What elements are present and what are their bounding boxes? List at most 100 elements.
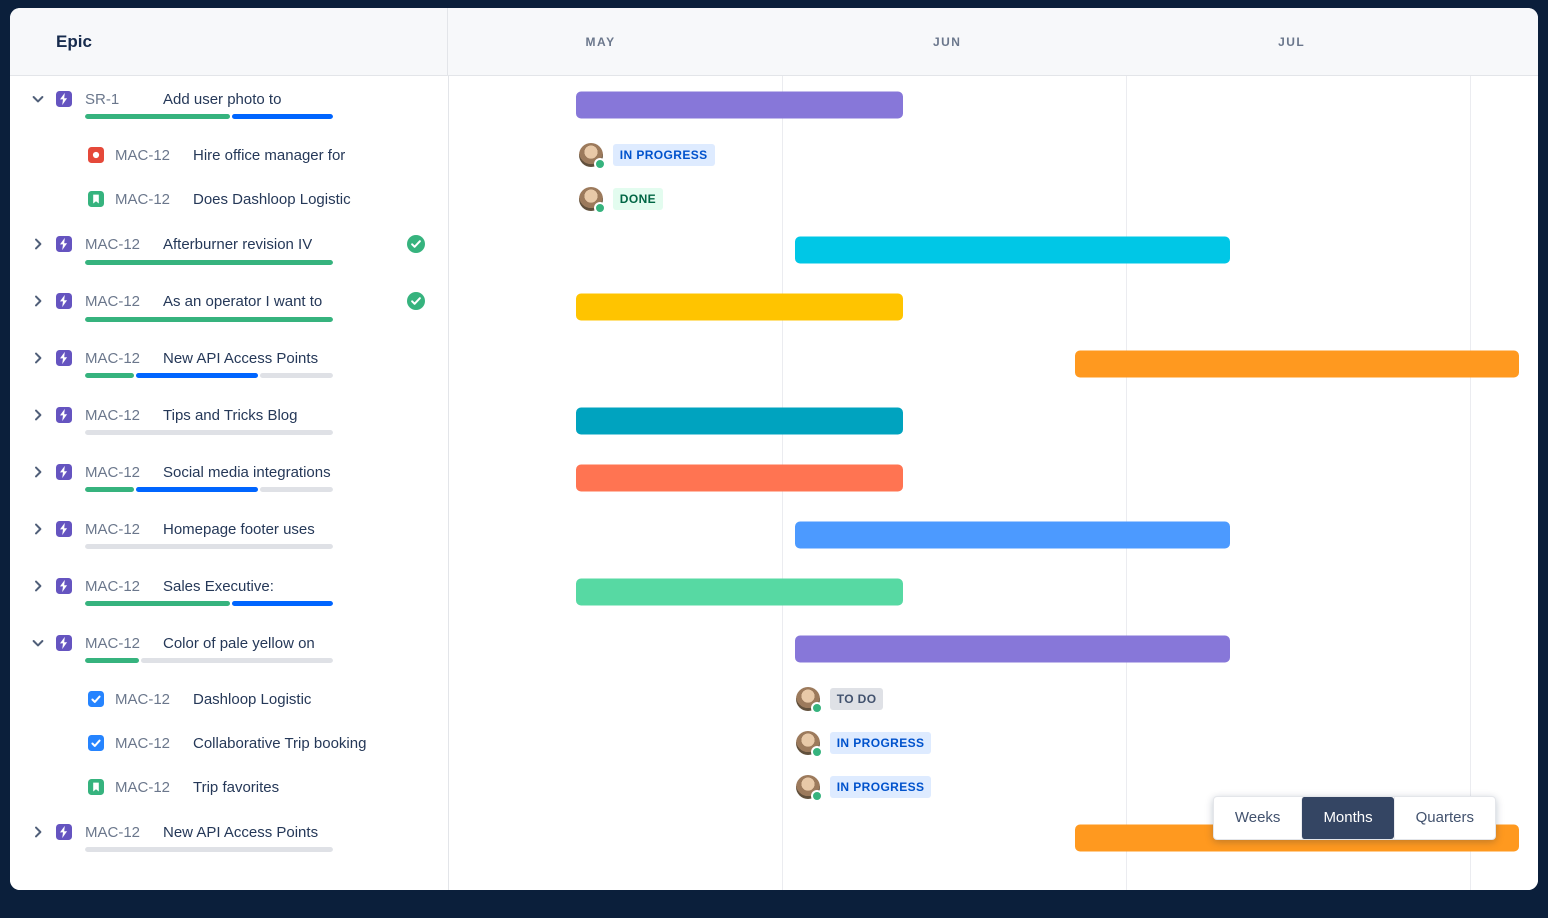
epic-row[interactable]: MAC-12 Color of pale yellow on	[10, 620, 1538, 677]
timeline-bar[interactable]	[794, 521, 1230, 548]
issue-key[interactable]: MAC-12	[85, 349, 141, 367]
epic-row[interactable]: MAC-12 Afterburner revision IV	[10, 221, 1538, 278]
chevron-right-icon[interactable]	[30, 578, 46, 594]
issue-title[interactable]: Collaborative Trip booking	[193, 734, 367, 752]
issue-key[interactable]: MAC-12	[85, 634, 141, 652]
status-badge[interactable]: IN PROGRESS	[829, 732, 932, 754]
chevron-down-icon[interactable]	[30, 91, 46, 107]
chevron-right-icon[interactable]	[30, 464, 46, 480]
epic-row[interactable]: MAC-12 Homepage footer uses	[10, 506, 1538, 563]
issue-title[interactable]: Does Dashloop Logistic	[193, 190, 351, 208]
epic-progress-bar	[85, 543, 333, 549]
assignee-status-group: DONE	[578, 187, 664, 214]
timeline-bar[interactable]	[794, 236, 1230, 263]
row-label-cell: MAC-12 Color of pale yellow on	[10, 620, 448, 677]
epic-row[interactable]: MAC-12 Sales Executive:	[10, 563, 1538, 620]
issue-title[interactable]: Color of pale yellow on	[163, 634, 315, 652]
status-badge[interactable]: DONE	[612, 188, 664, 210]
issue-key[interactable]: MAC-12	[115, 734, 171, 752]
chevron-right-icon[interactable]	[30, 293, 46, 309]
epic-progress-bar	[85, 657, 333, 663]
issue-key[interactable]: MAC-12	[85, 406, 141, 424]
timescale-quarters-button[interactable]: Quarters	[1393, 797, 1495, 839]
issue-title[interactable]: Social media integrations	[163, 463, 331, 481]
epic-row[interactable]: MAC-12 Tips and Tricks Blog	[10, 392, 1538, 449]
timeline-cell	[448, 449, 1538, 506]
issue-title[interactable]: Tips and Tricks Blog	[163, 406, 298, 424]
issue-title[interactable]: As an operator I want to	[163, 292, 323, 310]
assignee-avatar[interactable]	[578, 187, 606, 214]
status-badge[interactable]: IN PROGRESS	[829, 776, 932, 798]
assignee-avatar[interactable]	[578, 143, 606, 170]
chevron-right-icon[interactable]	[30, 236, 46, 252]
assignee-status-group: IN PROGRESS	[795, 775, 932, 802]
issue-key[interactable]: MAC-12	[115, 778, 171, 796]
issue-key[interactable]: MAC-12	[85, 292, 141, 310]
issue-key[interactable]: MAC-12	[115, 190, 171, 208]
timeline-bar[interactable]	[575, 91, 903, 118]
timeline-cell	[448, 620, 1538, 677]
chevron-right-icon[interactable]	[30, 521, 46, 537]
epic-issue-icon	[56, 350, 72, 366]
timescale-weeks-button[interactable]: Weeks	[1214, 797, 1302, 839]
assignee-status-group: IN PROGRESS	[795, 731, 932, 758]
row-label-cell: MAC-12 Trip favorites	[10, 765, 448, 809]
row-label-cell: MAC-12 Hire office manager for	[10, 133, 448, 177]
completed-check-icon	[406, 291, 426, 311]
chevron-down-icon[interactable]	[30, 635, 46, 651]
child-issue-row[interactable]: MAC-12 Dashloop Logistic TO DO	[10, 677, 1538, 721]
issue-title[interactable]: Homepage footer uses	[163, 520, 315, 538]
epic-row[interactable]: MAC-12 New API Access Points	[10, 335, 1538, 392]
issue-title[interactable]: Afterburner revision IV	[163, 235, 313, 253]
row-label-cell: MAC-12 Does Dashloop Logistic	[10, 177, 448, 221]
issue-key[interactable]: MAC-12	[115, 690, 171, 708]
timescale-months-button[interactable]: Months	[1301, 797, 1394, 839]
assignee-avatar[interactable]	[795, 775, 823, 802]
timeline-bar[interactable]	[1074, 350, 1520, 377]
progress-segment	[85, 486, 134, 492]
issue-title[interactable]: Hire office manager for	[193, 146, 346, 164]
assignee-avatar[interactable]	[795, 731, 823, 758]
issue-title[interactable]: Add user photo to	[163, 90, 282, 108]
issue-key[interactable]: MAC-12	[115, 146, 171, 164]
chevron-right-icon[interactable]	[30, 407, 46, 423]
assignee-status-group: TO DO	[795, 687, 884, 714]
progress-segment	[85, 372, 134, 378]
issue-title[interactable]: Trip favorites	[193, 778, 280, 796]
task-issue-icon	[88, 691, 104, 707]
epic-row[interactable]: MAC-12 Social media integrations	[10, 449, 1538, 506]
timeline-bar[interactable]	[575, 293, 903, 320]
issue-key[interactable]: MAC-12	[85, 823, 141, 841]
issue-title[interactable]: Dashloop Logistic	[193, 690, 312, 708]
child-issue-row[interactable]: MAC-12 Collaborative Trip booking IN PROGR…	[10, 721, 1538, 765]
child-issue-row[interactable]: MAC-12 Trip favorites IN PROGRESS	[10, 765, 1538, 809]
issue-key[interactable]: MAC-12	[85, 520, 141, 538]
progress-segment	[85, 317, 333, 322]
bug-issue-icon	[88, 147, 104, 163]
issue-title[interactable]: New API Access Points	[163, 349, 319, 367]
child-issue-row[interactable]: MAC-12 Does Dashloop Logistic DONE	[10, 177, 1538, 221]
issue-key[interactable]: MAC-12	[85, 577, 141, 595]
timeline-bar[interactable]	[575, 578, 903, 605]
issue-key[interactable]: SR-1	[85, 90, 120, 108]
progress-segment	[259, 486, 333, 492]
timeline-cell: IN PROGRESS	[448, 765, 1538, 809]
row-label-cell: MAC-12 Social media integrations	[10, 449, 448, 506]
epic-row[interactable]: MAC-12 As an operator I want to	[10, 278, 1538, 335]
assignee-avatar[interactable]	[795, 687, 823, 714]
epic-progress-bar	[85, 372, 333, 378]
status-badge[interactable]: TO DO	[829, 688, 884, 710]
child-issue-row[interactable]: MAC-12 Hire office manager for IN PROGRESS	[10, 133, 1538, 177]
timeline-bar[interactable]	[575, 407, 903, 434]
chevron-right-icon[interactable]	[30, 824, 46, 840]
epic-row[interactable]: SR-1 Add user photo to	[10, 76, 1538, 133]
status-badge[interactable]: IN PROGRESS	[612, 144, 715, 166]
issue-title[interactable]: New API Access Points	[163, 823, 319, 841]
issue-title[interactable]: Sales Executive:	[163, 577, 274, 595]
issue-key[interactable]: MAC-12	[85, 235, 141, 253]
issue-key[interactable]: MAC-12	[85, 463, 141, 481]
timeline-bar[interactable]	[794, 635, 1230, 662]
timeline-bar[interactable]	[575, 464, 903, 491]
epic-issue-icon	[56, 635, 72, 651]
chevron-right-icon[interactable]	[30, 350, 46, 366]
